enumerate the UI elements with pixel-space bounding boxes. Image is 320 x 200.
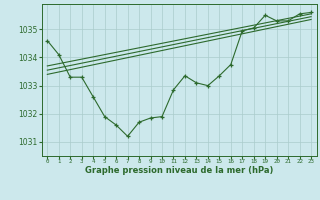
X-axis label: Graphe pression niveau de la mer (hPa): Graphe pression niveau de la mer (hPa): [85, 166, 273, 175]
